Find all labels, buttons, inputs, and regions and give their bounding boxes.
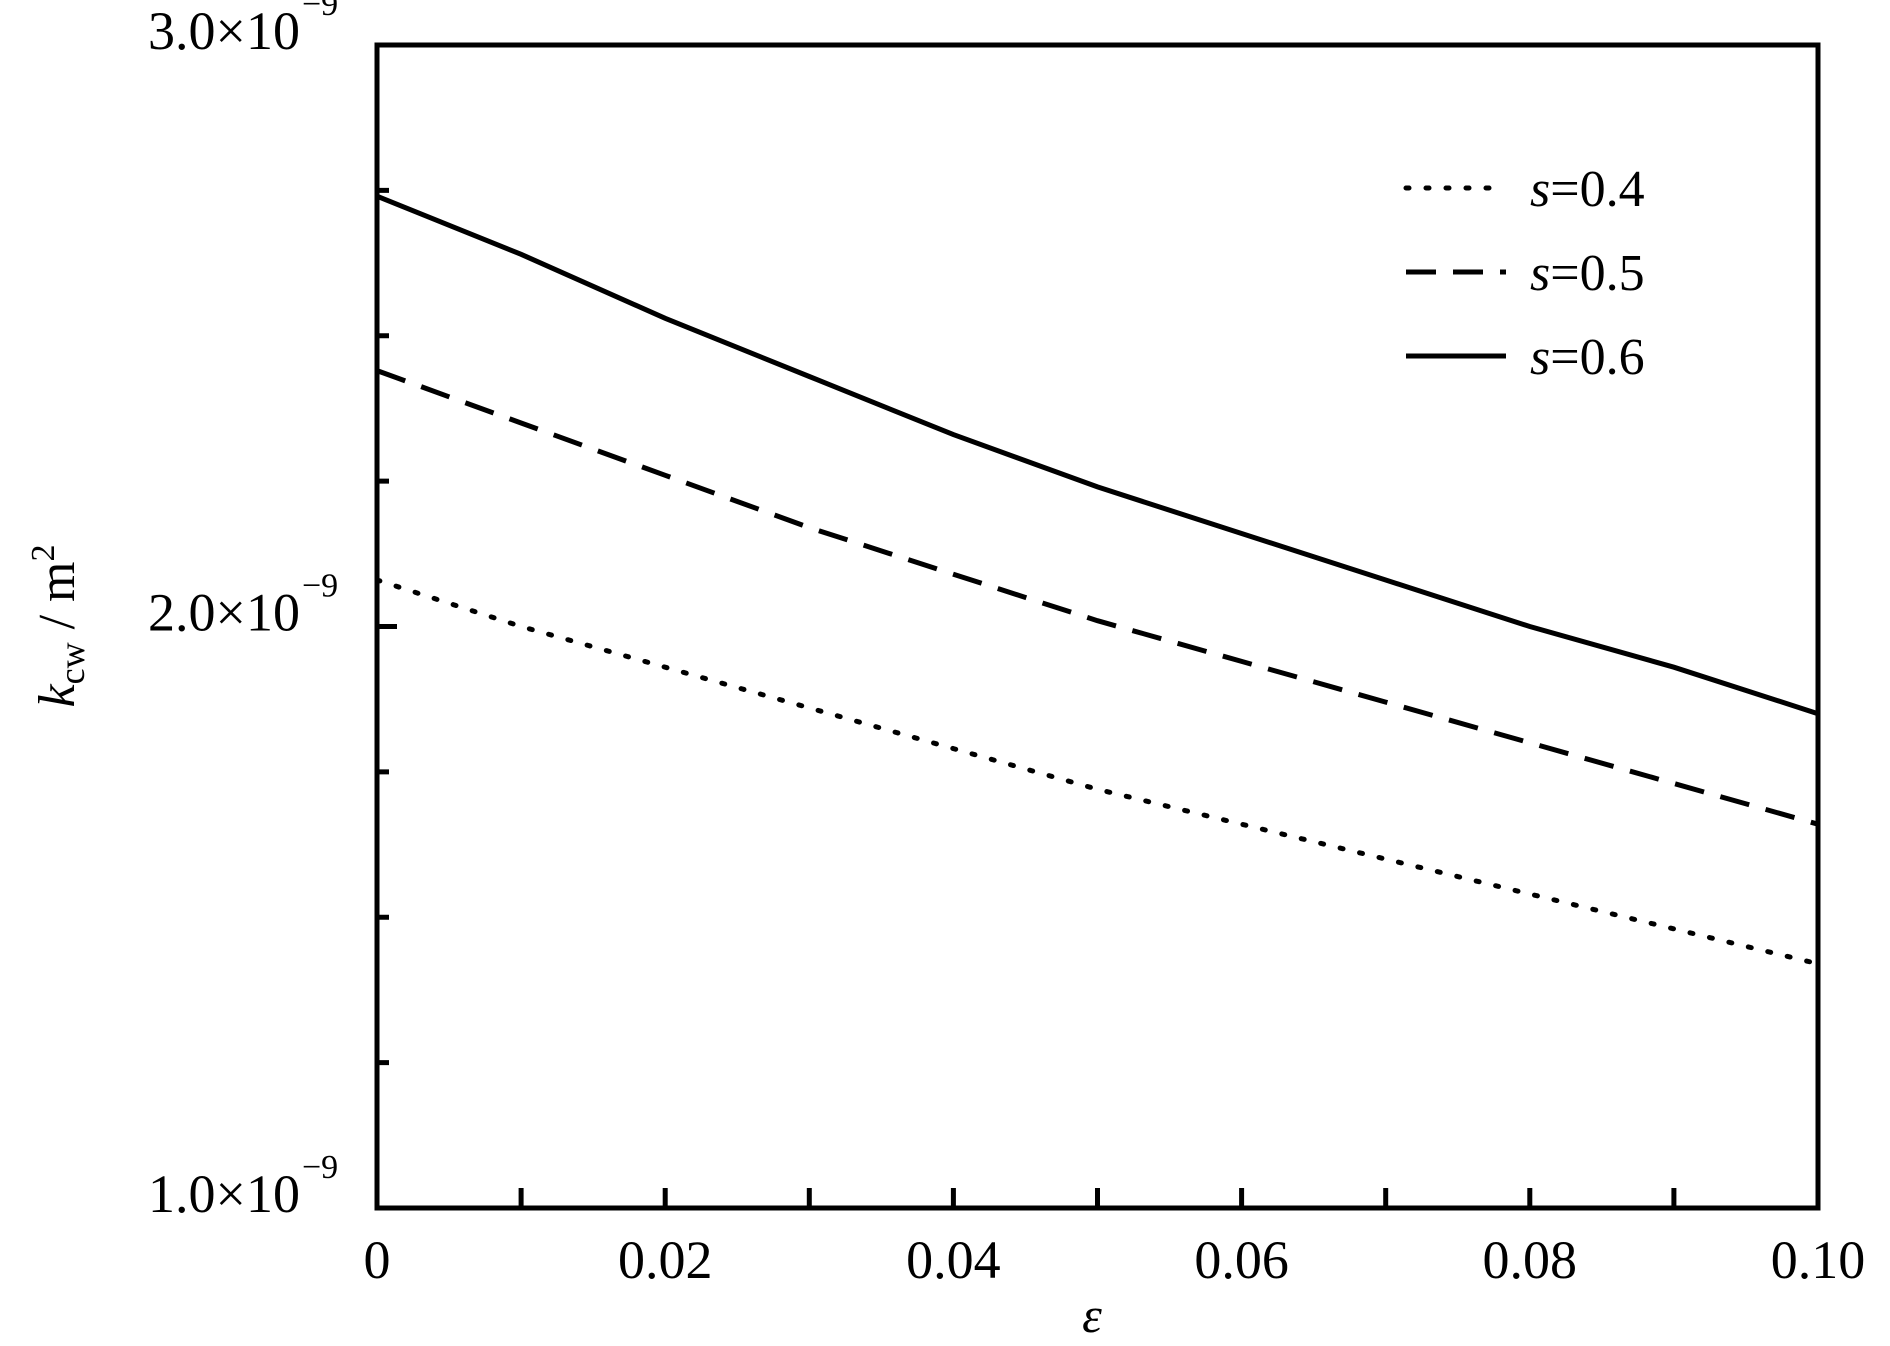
legend-label-value: =0.6 xyxy=(1550,329,1644,386)
y-tick-label: 2.0×10 −9 xyxy=(148,568,338,643)
y-tick-label-exponent: −9 xyxy=(302,1149,338,1186)
x-tick-labels: 0 0.02 0.04 0.06 0.08 0.10 xyxy=(364,1230,1866,1290)
ticks-layer xyxy=(374,42,1821,1211)
y-axis-label: kcw / m2 xyxy=(25,545,92,708)
y-axis-label-unit: / m xyxy=(29,562,86,643)
legend-label-variable: s xyxy=(1530,161,1550,218)
x-tick-label: 0.02 xyxy=(618,1230,713,1290)
y-tick-label: 1.0×10 −9 xyxy=(148,1149,338,1224)
y-tick-label-exponent: −9 xyxy=(302,0,338,23)
y-tick-label-mantissa: 3.0×10 xyxy=(148,1,300,61)
series-layer xyxy=(374,193,1821,967)
x-tick-label: 0.06 xyxy=(1194,1230,1289,1290)
legend-label-2: s=0.5 xyxy=(1530,245,1645,302)
plot-frame xyxy=(374,42,1821,1211)
legend-label-3: s=0.6 xyxy=(1530,329,1645,386)
series-line-2 xyxy=(376,368,1819,827)
series-line-3 xyxy=(376,193,1819,717)
series-line-1 xyxy=(374,577,1821,967)
x-tick-label: 0.10 xyxy=(1771,1230,1866,1290)
y-tick-label-exponent: −9 xyxy=(302,568,338,605)
legend-label-value: =0.5 xyxy=(1550,245,1644,302)
y-axis-label-unit-exponent: 2 xyxy=(25,545,62,562)
y-tick-labels: 1.0×10 −92.0×10 −93.0×10 −9 xyxy=(148,0,338,1224)
legend: s=0.4s=0.5s=0.6 xyxy=(1403,161,1645,386)
legend-label-1: s=0.4 xyxy=(1530,161,1645,218)
y-tick-label-mantissa: 1.0×10 xyxy=(148,1164,300,1224)
x-axis-label: ε xyxy=(1082,1287,1102,1343)
y-tick-label: 3.0×10 −9 xyxy=(148,0,338,61)
x-tick-label: 0 xyxy=(364,1230,391,1290)
x-tick-label: 0.04 xyxy=(906,1230,1001,1290)
x-tick-label: 0.08 xyxy=(1483,1230,1578,1290)
y-tick-label-mantissa: 2.0×10 xyxy=(148,583,300,643)
legend-label-value: =0.4 xyxy=(1550,161,1644,218)
legend-label-variable: s xyxy=(1530,245,1550,302)
legend-label-variable: s xyxy=(1530,329,1550,386)
y-axis-label-main: k xyxy=(29,683,86,707)
y-axis-label-subscript: cw xyxy=(52,642,92,684)
